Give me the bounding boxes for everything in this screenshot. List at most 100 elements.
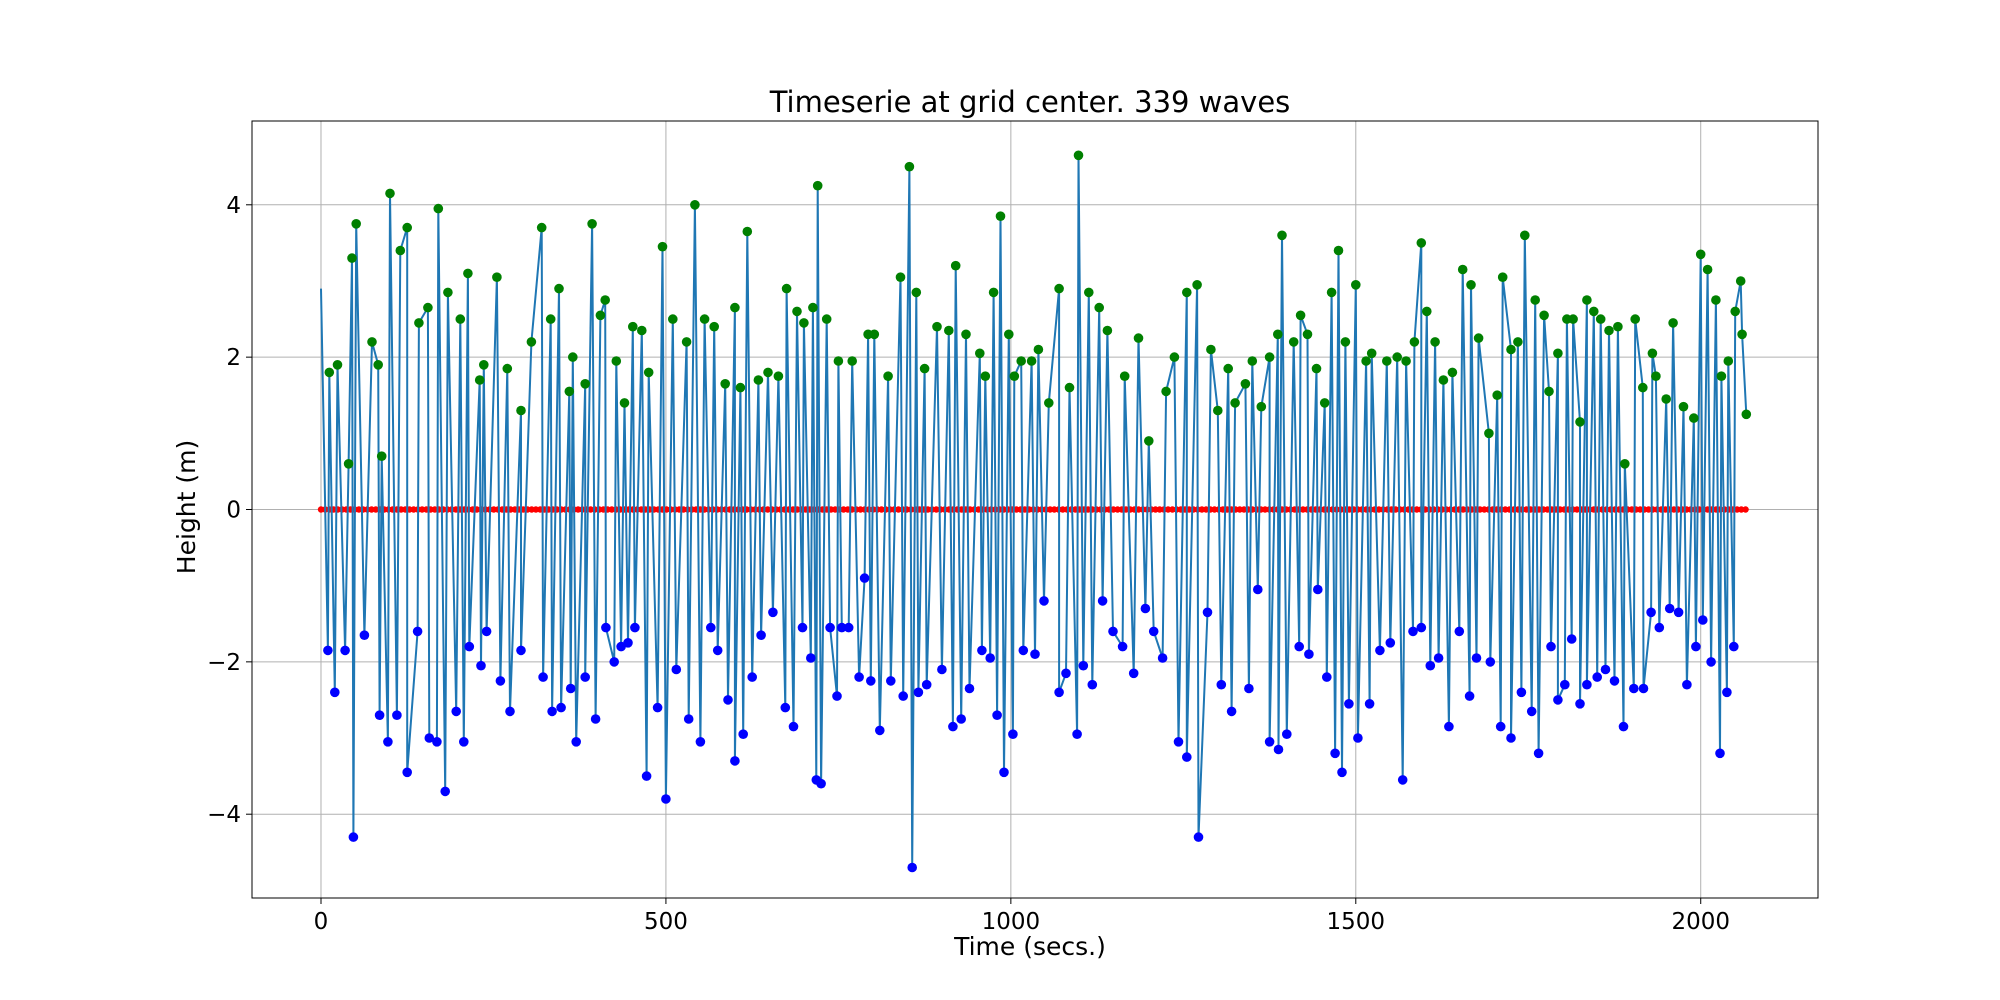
crest-point	[808, 302, 818, 313]
trough-point	[1408, 626, 1418, 637]
trough-point	[999, 767, 1009, 778]
crest-point	[1247, 356, 1258, 366]
crest-point	[637, 325, 647, 336]
trough-point	[1216, 679, 1227, 690]
crest-point	[1273, 329, 1283, 340]
crest-point	[351, 219, 362, 229]
crest-point	[443, 287, 453, 298]
trough-point	[392, 710, 402, 720]
crest-point	[1102, 325, 1113, 336]
crest-point	[367, 337, 377, 347]
trough-point	[1526, 706, 1537, 717]
trough-point	[1715, 748, 1725, 759]
crest-point	[1392, 352, 1402, 362]
crest-point	[376, 451, 387, 462]
crest-point	[833, 356, 844, 366]
trough-point	[412, 626, 423, 637]
crest-point	[1026, 356, 1037, 366]
trough-point	[1385, 638, 1396, 648]
crest-point	[950, 260, 961, 271]
crest-point	[1689, 413, 1699, 423]
trough-point	[1729, 641, 1739, 652]
crest-point	[1351, 280, 1361, 290]
crest-point	[414, 318, 424, 328]
trough-point	[505, 706, 515, 717]
crest-point	[1361, 356, 1371, 366]
crest-point	[988, 287, 999, 298]
x-tick-label: 500	[644, 909, 688, 935]
trough-point	[432, 737, 442, 747]
trough-point	[886, 676, 896, 686]
trough-point	[1560, 679, 1570, 690]
trough-point	[623, 638, 633, 648]
trough-point	[747, 672, 757, 682]
crest-point	[883, 371, 893, 382]
crest-point	[516, 405, 526, 416]
trough-point	[1553, 695, 1563, 705]
trough-point	[516, 645, 526, 656]
crest-point	[1064, 382, 1075, 393]
trough-point	[323, 645, 333, 656]
crest-point	[643, 367, 654, 378]
trough-point	[571, 737, 581, 747]
trough-point	[590, 714, 601, 724]
crest-markers	[324, 150, 1752, 469]
trough-point	[495, 676, 506, 686]
crest-point	[1730, 306, 1740, 317]
crest-point	[961, 329, 971, 340]
crest-point	[395, 245, 406, 256]
crest-point	[1506, 344, 1516, 355]
crest-point	[1094, 302, 1104, 313]
trough-point	[837, 622, 847, 633]
crest-point	[869, 329, 880, 340]
trough-point	[1157, 653, 1168, 663]
trough-point	[875, 725, 885, 736]
trough-point	[1485, 657, 1496, 667]
crest-point	[402, 222, 413, 233]
trough-point	[652, 702, 663, 713]
trough-point	[1506, 733, 1516, 743]
crest-point	[735, 382, 746, 393]
crest-point	[373, 360, 384, 370]
crest-point	[1319, 398, 1330, 408]
y-tick-label: 0	[226, 498, 241, 524]
trough-point	[1330, 748, 1340, 759]
crest-point	[554, 283, 564, 294]
trough-point	[1397, 775, 1408, 785]
crest-point	[1409, 337, 1420, 347]
trough-point	[1566, 634, 1577, 644]
crest-point	[611, 356, 622, 366]
crest-point	[1620, 459, 1630, 469]
trough-point	[1226, 706, 1237, 717]
crest-point	[781, 283, 792, 294]
trough-point	[1244, 683, 1254, 694]
trough-point	[1264, 737, 1275, 747]
trough-point	[964, 683, 975, 694]
trough-point	[1078, 660, 1089, 671]
trough-point	[1618, 721, 1629, 732]
trough-point	[825, 622, 835, 633]
crest-point	[1568, 314, 1578, 324]
trough-point	[1173, 737, 1184, 747]
trough-point	[464, 641, 475, 652]
crest-point	[1230, 398, 1240, 408]
crest-point	[773, 371, 784, 382]
crest-point	[536, 222, 547, 233]
trough-point	[1638, 683, 1649, 694]
trough-point	[1313, 584, 1323, 595]
crest-point	[332, 360, 343, 370]
crest-point	[1326, 287, 1337, 298]
crest-point	[1589, 306, 1599, 317]
trough-point	[1575, 699, 1585, 709]
crest-point	[1206, 344, 1216, 355]
trough-point	[1253, 584, 1263, 595]
crest-point	[1723, 356, 1734, 366]
trough-point	[1471, 653, 1482, 663]
crest-point	[1575, 417, 1585, 427]
elevation-series-line	[320, 154, 1748, 869]
crest-point	[545, 314, 556, 324]
crest-point	[474, 375, 485, 385]
crest-point	[580, 379, 590, 389]
